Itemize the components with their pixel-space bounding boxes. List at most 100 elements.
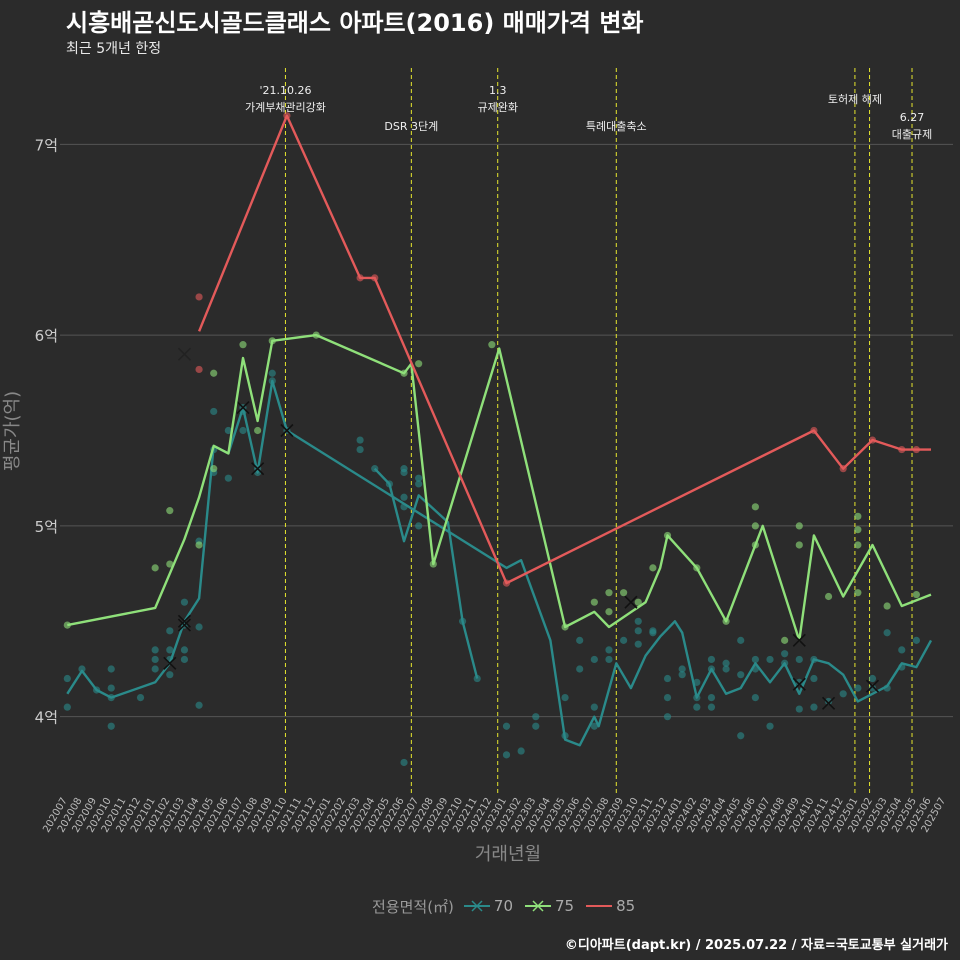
data-point-70 (166, 646, 174, 654)
y-tick-label: 7억 (35, 136, 58, 154)
data-point-70 (663, 694, 672, 702)
data-point-70 (63, 703, 71, 711)
data-point-70 (415, 522, 423, 530)
data-point-70 (634, 627, 642, 635)
data-point-70 (400, 758, 408, 767)
series-line-70 (373, 467, 479, 679)
data-point-75 (195, 541, 203, 549)
axis-layer: 4억5억6억7억20200720200820200920201020201120… (35, 136, 949, 834)
data-point-70 (210, 407, 218, 416)
chart-subtitle: 최근 5개년 한정 (66, 41, 162, 57)
data-point-70 (722, 665, 730, 673)
data-point-75 (166, 560, 174, 568)
data-point-70 (532, 722, 540, 730)
data-point-70 (590, 655, 598, 664)
data-point-70 (810, 674, 818, 683)
grid-layer (60, 143, 953, 718)
data-point-70 (239, 426, 247, 435)
data-point-70 (634, 617, 642, 625)
data-point-70 (502, 722, 511, 730)
data-point-75 (649, 564, 657, 572)
data-point-75 (166, 507, 174, 515)
data-point-70 (795, 678, 803, 686)
data-point-70 (605, 655, 613, 664)
data-point-75 (210, 369, 218, 377)
event-label: 특례대출축소 (586, 120, 647, 133)
data-point-70 (693, 678, 701, 686)
data-point-75 (254, 426, 262, 435)
source-caption: ©디아파트(dapt.kr) / 2025.07.22 / 자료=국토교통부 실… (564, 938, 948, 953)
data-point-75 (488, 341, 496, 349)
data-point-70 (180, 598, 189, 606)
data-point-70 (883, 629, 891, 637)
data-point-70 (649, 629, 657, 637)
data-point-70 (751, 694, 759, 702)
data-point-70 (590, 703, 598, 711)
data-point-70 (356, 436, 364, 444)
cross-marker-70 (865, 679, 880, 693)
cross-marker-70 (163, 656, 177, 670)
data-point-70 (151, 655, 159, 664)
cross-marker-75 (177, 618, 191, 632)
data-point-70 (634, 640, 642, 648)
cross-marker-70 (177, 614, 191, 628)
data-point-75 (239, 341, 247, 349)
y-tick-label: 4억 (35, 709, 58, 727)
data-point-70 (415, 474, 423, 482)
data-point-75 (590, 598, 598, 606)
cross-marker-75 (792, 633, 806, 647)
data-point-75 (210, 465, 218, 473)
legend-label-75: 75 (555, 897, 575, 915)
data-point-70 (766, 722, 774, 730)
data-point-70 (136, 694, 145, 702)
cross-marker-70 (251, 462, 265, 476)
data-point-75 (795, 541, 803, 549)
data-point-70 (898, 646, 906, 654)
data-point-75 (781, 636, 789, 644)
data-point-70 (663, 674, 672, 683)
x-axis-label: 거래년월 (475, 844, 541, 865)
data-point-75 (854, 541, 862, 549)
event-label: 1.3 (489, 84, 507, 97)
cross-marker-75 (624, 595, 638, 609)
event-label: DSR 3단계 (384, 120, 438, 133)
data-point-70 (795, 655, 803, 664)
data-point-70 (751, 655, 759, 664)
data-point-75 (854, 589, 862, 597)
data-point-75 (795, 522, 803, 530)
data-point-70 (868, 674, 877, 683)
data-point-70 (107, 684, 115, 692)
data-point-70 (693, 703, 701, 711)
data-point-70 (824, 697, 833, 706)
data-point-70 (737, 671, 745, 679)
event-label: 규제완화 (477, 101, 517, 114)
legend-key-75-icon (525, 900, 551, 912)
y-tick-label: 5억 (35, 518, 58, 536)
data-point-70 (663, 713, 672, 721)
data-point-75 (854, 512, 862, 520)
data-point-70 (78, 665, 86, 673)
data-point-70 (180, 646, 189, 654)
data-point-70 (707, 655, 716, 664)
data-point-70 (781, 650, 789, 658)
data-point-70 (195, 701, 203, 709)
data-point-70 (151, 665, 159, 673)
data-point-70 (107, 665, 115, 673)
data-point-70 (224, 426, 232, 435)
data-point-70 (517, 747, 525, 755)
event-label: 토허제 해제 (828, 92, 882, 106)
legend-item-85: 85 (586, 897, 635, 915)
data-point-70 (737, 636, 745, 644)
series-layer (63, 112, 933, 767)
legend-label-70: 70 (493, 897, 513, 915)
chart-title: 시흥배곧신도시골드클래스 아파트(2016) 매매가격 변화 (66, 9, 644, 37)
cross-marker-85 (177, 347, 191, 361)
legend-title: 전용면적(㎡) (372, 897, 454, 916)
data-point-70 (224, 474, 232, 482)
data-point-75 (854, 526, 862, 534)
cross-marker-70 (236, 401, 250, 415)
data-point-70 (912, 636, 921, 644)
data-point-75 (912, 590, 921, 599)
